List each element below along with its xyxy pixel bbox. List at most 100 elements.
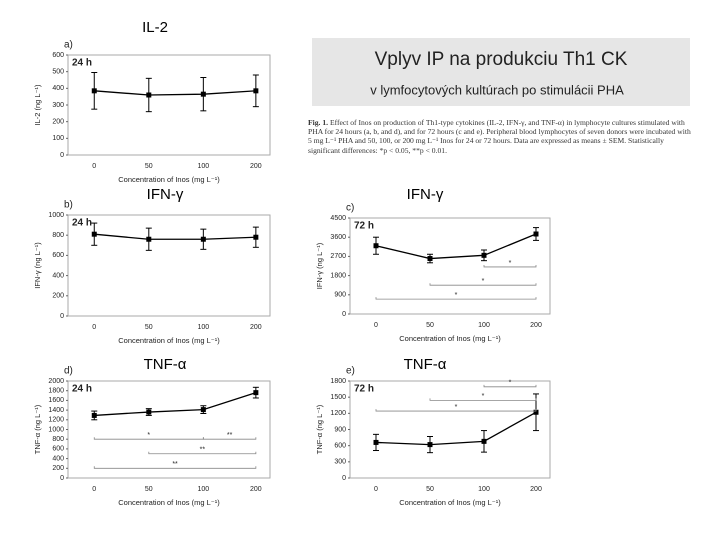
x-tick-label: 0 xyxy=(92,163,96,170)
panel-label: e) xyxy=(346,366,355,377)
significance-bracket xyxy=(202,437,257,440)
x-axis-label: Concentration of Inos (mg L⁻¹) xyxy=(118,175,220,184)
y-tick-label: 400 xyxy=(52,455,64,462)
title-box xyxy=(312,38,690,106)
significance-bracket xyxy=(148,451,257,455)
slide-subtitle: v lymfocytových kultúrach po stimulácii … xyxy=(370,82,624,97)
y-tick-label: 1400 xyxy=(48,407,64,414)
plot-frame xyxy=(349,380,551,479)
y-tick-label: 400 xyxy=(52,272,64,279)
significance-bracket xyxy=(483,264,537,268)
period-label: 72 h xyxy=(354,221,374,232)
data-point xyxy=(253,234,259,240)
y-tick-label: 1000 xyxy=(48,212,64,219)
y-axis-label: IFN-γ (ng L⁻¹) xyxy=(315,242,324,289)
figure-caption: Fig. 1. Effect of Inos on production of … xyxy=(308,118,692,155)
significance-bracket xyxy=(93,466,257,469)
x-tick-label: 0 xyxy=(374,322,378,329)
y-tick-label: 0 xyxy=(342,475,346,482)
data-point xyxy=(146,409,152,415)
period-label: 24 h xyxy=(72,384,92,395)
data-point xyxy=(146,92,152,98)
x-tick-label: 0 xyxy=(374,486,378,493)
x-tick-label: 0 xyxy=(92,324,96,331)
y-tick-label: 300 xyxy=(334,459,346,466)
chart-header: TNF-α xyxy=(144,356,187,373)
x-tick-label: 50 xyxy=(145,486,153,493)
panel-label: b) xyxy=(64,200,73,211)
data-line xyxy=(94,90,256,96)
x-tick-label: 100 xyxy=(478,486,490,493)
significance-bracket xyxy=(429,398,537,401)
data-point xyxy=(91,412,97,418)
y-tick-label: 3600 xyxy=(330,234,346,241)
y-tick-label: 0 xyxy=(60,313,64,320)
significance-label: * xyxy=(509,380,512,387)
y-tick-label: 400 xyxy=(52,85,64,92)
significance-label: * xyxy=(482,278,485,285)
chart-header: TNF-α xyxy=(404,356,447,373)
y-tick-label: 1200 xyxy=(48,417,64,424)
data-line xyxy=(375,411,537,446)
y-tick-label: 600 xyxy=(334,443,346,450)
data-point xyxy=(427,256,433,262)
y-tick-label: 1800 xyxy=(330,272,346,279)
y-tick-label: 800 xyxy=(52,232,64,239)
x-tick-label: 200 xyxy=(250,163,262,170)
caption-text: Effect of Inos on production of Th1-type… xyxy=(308,118,691,155)
data-point xyxy=(200,91,206,97)
x-tick-label: 100 xyxy=(197,324,209,331)
y-tick-label: 1800 xyxy=(330,378,346,385)
y-tick-label: 200 xyxy=(52,293,64,300)
y-tick-label: 500 xyxy=(52,69,64,76)
y-tick-label: 0 xyxy=(60,475,64,482)
period-label: 72 h xyxy=(354,384,374,395)
slide-title: Vplyv IP na produkciu Th1 CK xyxy=(375,49,628,70)
significance-label: ** xyxy=(172,461,178,468)
y-tick-label: 0 xyxy=(60,152,64,159)
data-point xyxy=(373,439,379,445)
y-tick-label: 600 xyxy=(52,252,64,259)
x-tick-label: 50 xyxy=(426,486,434,493)
data-point xyxy=(200,236,206,242)
data-line xyxy=(94,392,257,417)
data-point xyxy=(481,438,487,444)
y-axis-label: TNF-α (ng L⁻¹) xyxy=(33,404,42,454)
x-tick-label: 200 xyxy=(530,322,542,329)
plot-frame xyxy=(349,217,551,315)
y-tick-label: 1200 xyxy=(330,410,346,417)
plot-frame xyxy=(67,380,271,479)
y-tick-label: 0 xyxy=(342,311,346,318)
data-point xyxy=(200,407,206,413)
data-point xyxy=(253,88,259,94)
y-axis-label: TNF-α (ng L⁻¹) xyxy=(315,404,324,454)
x-axis-label: Concentration of Inos (mg L⁻¹) xyxy=(118,336,220,345)
significance-label: * xyxy=(509,260,512,267)
significance-bracket xyxy=(375,409,537,412)
y-tick-label: 1500 xyxy=(330,394,346,401)
y-tick-label: 300 xyxy=(52,102,64,109)
data-point xyxy=(253,390,259,396)
chart-header: IFN-γ xyxy=(147,186,184,203)
x-tick-label: 50 xyxy=(426,322,434,329)
data-line xyxy=(375,233,537,260)
panel-label: c) xyxy=(346,203,354,214)
data-point xyxy=(91,231,97,237)
panel-label: a) xyxy=(64,40,73,51)
x-tick-label: 200 xyxy=(250,324,262,331)
x-tick-label: 50 xyxy=(145,324,153,331)
data-point xyxy=(533,409,539,415)
significance-label: ** xyxy=(227,432,233,439)
period-label: 24 h xyxy=(72,218,92,229)
data-point xyxy=(373,243,379,249)
significance-label: * xyxy=(482,393,485,400)
data-point xyxy=(91,88,97,94)
significance-label: * xyxy=(455,404,458,411)
significance-bracket xyxy=(483,384,537,388)
x-tick-label: 200 xyxy=(530,486,542,493)
significance-bracket xyxy=(375,297,537,300)
y-tick-label: 100 xyxy=(52,135,64,142)
significance-label: * xyxy=(147,432,150,439)
